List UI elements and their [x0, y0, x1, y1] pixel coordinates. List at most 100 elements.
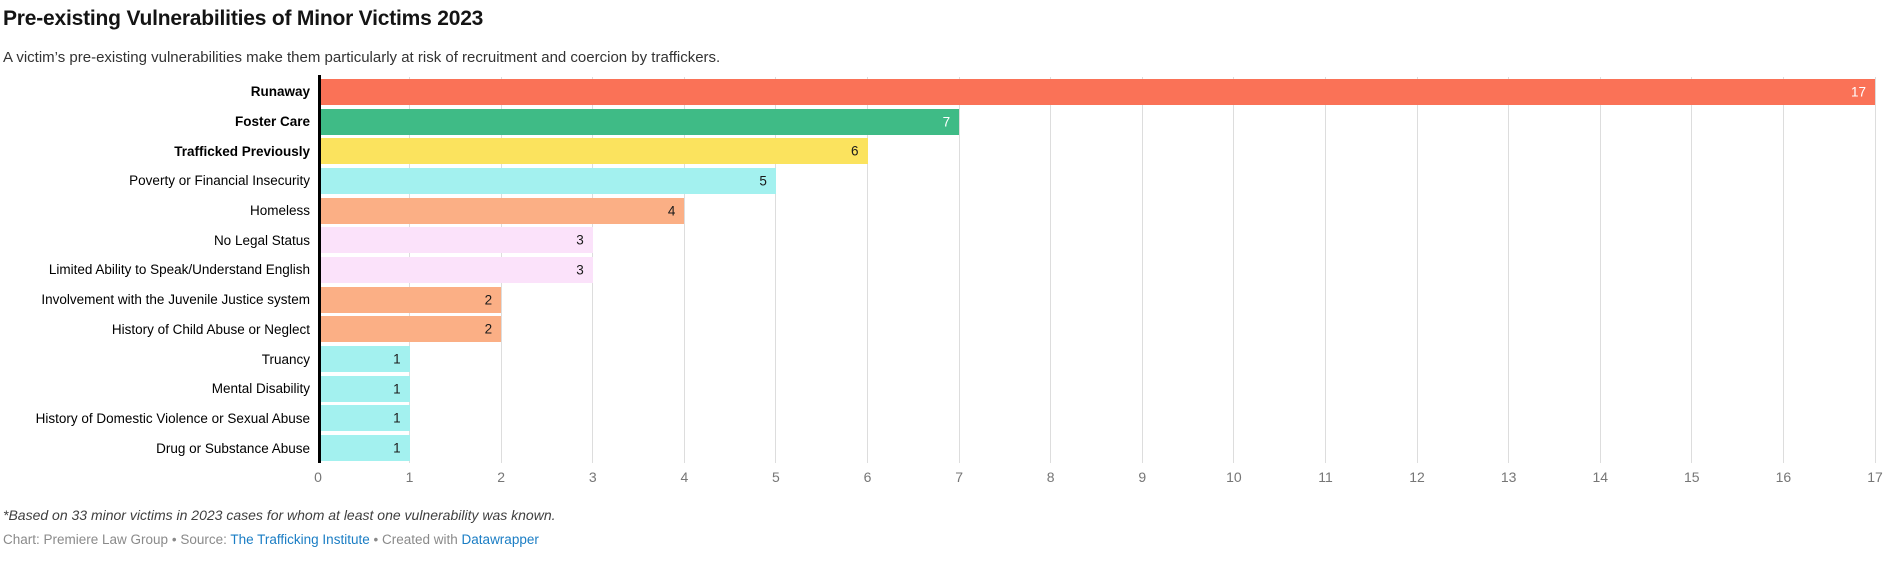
gridline	[1874, 77, 1876, 463]
x-tick-label: 1	[405, 468, 414, 485]
gridline	[1508, 77, 1510, 463]
chart-byline: Chart: Premiere Law Group • Source: The …	[3, 532, 1875, 547]
gridline	[1691, 77, 1693, 463]
gridline	[1599, 77, 1601, 463]
source-link[interactable]: The Trafficking Institute	[230, 531, 370, 547]
bar[interactable]: 1	[318, 435, 410, 462]
x-tick-label: 6	[863, 468, 872, 485]
category-label: Trafficked Previously	[174, 143, 310, 159]
bar-row: 2	[318, 315, 1875, 345]
x-tick-label: 3	[588, 468, 597, 485]
bar-value-label: 3	[576, 232, 584, 248]
gridline	[1324, 77, 1326, 463]
bar[interactable]: 2	[318, 316, 502, 343]
gridline	[775, 77, 777, 463]
x-tick-label: 2	[497, 468, 506, 485]
bar-row: 1	[318, 404, 1875, 434]
chart-container: Pre-existing Vulnerabilities of Minor Vi…	[3, 6, 1883, 547]
gridlines	[318, 77, 1876, 463]
category-label: Poverty or Financial Insecurity	[129, 173, 310, 189]
gridline	[867, 77, 869, 463]
plot-area: 17 7 6 5 4 3 3 2 2 1 1 1 1	[318, 75, 1876, 463]
x-tick-label: 9	[1138, 468, 1147, 485]
gridline	[1141, 77, 1143, 463]
bar[interactable]: 3	[318, 227, 593, 254]
bar-row: 17	[318, 77, 1875, 107]
datawrapper-link[interactable]: Datawrapper	[461, 531, 539, 547]
bar-value-label: 1	[393, 440, 401, 456]
bar-rows: 17 7 6 5 4 3 3 2 2 1 1 1 1	[318, 77, 1875, 463]
bar-value-label: 1	[393, 381, 401, 397]
gridline	[1050, 77, 1052, 463]
bar[interactable]: 4	[318, 197, 685, 224]
x-tick-label: 4	[680, 468, 689, 485]
x-tick-label: 8	[1046, 468, 1055, 485]
bar[interactable]: 3	[318, 256, 593, 283]
category-label: History of Domestic Violence or Sexual A…	[35, 410, 310, 426]
bar-value-label: 1	[393, 351, 401, 367]
x-tick-label: 16	[1775, 468, 1792, 485]
bar-value-label: 17	[1850, 84, 1866, 100]
bar[interactable]: 6	[318, 138, 868, 165]
byline-chart-credit: Chart: Premiere Law Group	[3, 531, 169, 547]
category-label: Drug or Substance Abuse	[156, 440, 310, 456]
bar-row: 3	[318, 225, 1875, 255]
bar-row: 2	[318, 285, 1875, 315]
gridline	[683, 77, 685, 463]
bar-value-label: 5	[759, 173, 767, 189]
x-tick-label: 17	[1867, 468, 1883, 485]
x-tick-label: 5	[772, 468, 780, 485]
byline-separator: •	[171, 531, 177, 547]
bar-row: 1	[318, 374, 1875, 404]
category-label: Homeless	[249, 203, 310, 219]
bar-row: 4	[318, 196, 1875, 226]
x-axis: 0 1 2 3 4 5 6 7 8 9 10 11 12 13 14 15 16 17	[314, 463, 1883, 487]
bar[interactable]: 1	[318, 375, 410, 402]
bar[interactable]: 7	[318, 108, 960, 135]
category-label: History of Child Abuse or Neglect	[111, 321, 310, 337]
bar-row: 3	[318, 255, 1875, 285]
bar[interactable]: 1	[318, 346, 410, 373]
bar[interactable]: 17	[318, 78, 1875, 105]
category-label: Involvement with the Juvenile Justice sy…	[41, 292, 310, 308]
x-tick-label: 12	[1409, 468, 1425, 485]
bar-row: 1	[318, 344, 1875, 374]
bar-value-label: 1	[393, 410, 401, 426]
bar-value-label: 7	[942, 114, 951, 130]
chart-footnote: *Based on 33 minor victims in 2023 cases…	[3, 506, 556, 523]
bar-row: 6	[318, 136, 1875, 166]
gridline	[592, 77, 594, 463]
bar-row: 1	[318, 433, 1875, 463]
x-tick-label: 15	[1684, 468, 1700, 485]
gridline	[958, 77, 960, 463]
bar-value-label: 6	[851, 143, 859, 159]
chart-title: Pre-existing Vulnerabilities of Minor Vi…	[3, 7, 484, 30]
category-label: Runaway	[250, 84, 310, 100]
category-label: Mental Disability	[211, 381, 310, 397]
x-tick-label: 10	[1226, 468, 1242, 485]
bar-row: 5	[318, 166, 1875, 196]
bar-chart: Runaway Foster Care Trafficked Previously P…	[3, 75, 1883, 487]
x-tick-label: 11	[1318, 468, 1333, 485]
x-tick-label: 13	[1500, 468, 1517, 485]
byline-source-label: Source:	[180, 531, 227, 547]
y-axis-line	[318, 75, 321, 463]
bar[interactable]: 5	[318, 167, 776, 194]
bar[interactable]: 2	[318, 286, 502, 313]
category-label: Limited Ability to Speak/Understand Engl…	[48, 262, 310, 278]
bar-value-label: 4	[667, 203, 676, 219]
chart-subtitle: A victim’s pre-existing vulnerabilities …	[3, 49, 721, 66]
x-tick-label: 0	[314, 468, 322, 485]
bar-row: 7	[318, 107, 1875, 137]
gridline	[1782, 77, 1784, 463]
bar-value-label: 2	[484, 321, 493, 337]
byline-created-label: Created with	[381, 531, 458, 547]
gridline	[1416, 77, 1418, 463]
category-label: Foster Care	[234, 114, 310, 130]
bar-value-label: 3	[576, 262, 584, 278]
gridline	[1233, 77, 1235, 463]
category-label: Truancy	[261, 351, 310, 367]
x-tick-label: 14	[1592, 468, 1609, 485]
bar[interactable]: 1	[318, 405, 410, 432]
x-tick-label: 7	[955, 468, 964, 485]
